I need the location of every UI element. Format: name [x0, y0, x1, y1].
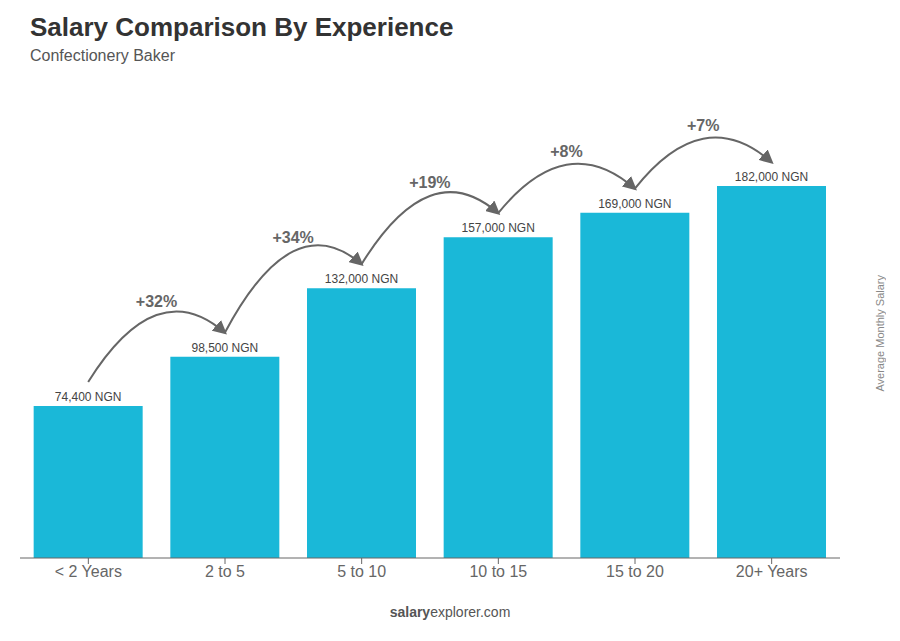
svg-text:157,000 NGN: 157,000 NGN	[461, 221, 534, 235]
svg-text:2 to 5: 2 to 5	[205, 563, 245, 580]
svg-text:+19%: +19%	[409, 174, 450, 191]
svg-text:15 to 20: 15 to 20	[606, 563, 664, 580]
svg-text:98,500 NGN: 98,500 NGN	[191, 341, 258, 355]
html-text:salary explorer.com: salary explorer.com	[389, 604, 511, 620]
svg-text:5 to 10: 5 to 10	[337, 563, 386, 580]
svg-text:+7%: +7%	[687, 117, 719, 134]
svg-text:10 to 15: 10 to 15	[469, 563, 527, 580]
svg-text:169,000 NGN: 169,000 NGN	[598, 197, 671, 211]
svg-text:< 2 Years: < 2 Years	[55, 563, 122, 580]
svg-text:+8%: +8%	[550, 143, 582, 160]
html-text:Average Monthly Salary: Average Monthly Salary	[874, 274, 886, 392]
svg-text:74,400 NGN: 74,400 NGN	[55, 390, 122, 404]
svg-text:182,000 NGN: 182,000 NGN	[735, 170, 808, 184]
svg-text:132,000 NGN: 132,000 NGN	[325, 272, 398, 286]
svg-text:20+ Years: 20+ Years	[736, 563, 808, 580]
svg-text:+34%: +34%	[272, 229, 313, 246]
svg-text:+32%: +32%	[136, 293, 177, 310]
html-text:Confectionery Baker: Confectionery Baker	[30, 47, 175, 64]
html-text:Salary Comparison By Experienc: Salary Comparison By Experience	[30, 12, 454, 42]
